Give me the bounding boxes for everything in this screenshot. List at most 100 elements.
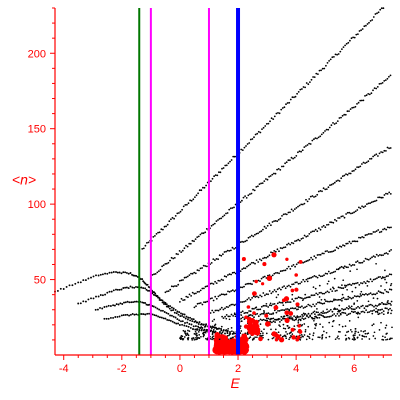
data-point-band-6 xyxy=(347,283,349,286)
data-point-band-1 xyxy=(313,138,315,141)
data-point-band-6 xyxy=(241,310,244,313)
data-point-band-8 xyxy=(341,308,343,310)
data-point-band-0 xyxy=(296,92,298,95)
data-point-band-9 xyxy=(318,313,321,316)
data-point-arc-0 xyxy=(165,305,168,308)
data-point-band-1 xyxy=(332,122,334,124)
data-point-red xyxy=(240,343,246,349)
data-point-band-3 xyxy=(274,250,277,253)
data-point-band-2 xyxy=(330,183,333,186)
data-point-red xyxy=(271,331,277,337)
data-point-band-7 xyxy=(352,296,354,299)
data-point-cloud xyxy=(221,315,223,318)
data-point-band-2 xyxy=(277,218,280,221)
data-point-band-4 xyxy=(233,290,236,293)
data-point-band-1 xyxy=(186,245,189,248)
data-point-band-4 xyxy=(345,242,348,245)
data-point-cloud xyxy=(376,297,379,300)
data-point-cloud xyxy=(195,336,197,339)
data-point-band-9 xyxy=(341,311,344,314)
data-point-band-2 xyxy=(263,225,266,228)
data-point-cloud xyxy=(249,336,252,338)
data-point-band-1 xyxy=(295,155,298,157)
data-point-band-3 xyxy=(316,230,319,233)
data-point-band-1 xyxy=(188,242,191,245)
data-point-cloud xyxy=(384,336,386,339)
data-point-arc-3 xyxy=(166,318,169,321)
data-point-band-2 xyxy=(324,188,327,191)
data-point-band-3 xyxy=(254,262,256,265)
data-point-band-5 xyxy=(257,296,260,299)
data-point-arc-1 xyxy=(115,288,117,291)
data-point-arc-2 xyxy=(186,321,189,324)
data-point-arc-0 xyxy=(87,277,90,280)
data-point-band-1 xyxy=(325,128,328,131)
data-point-band-4 xyxy=(348,240,351,243)
data-point-band-9 xyxy=(384,307,387,310)
data-point-red xyxy=(255,329,261,335)
data-point-band-5 xyxy=(216,309,218,312)
data-point-band-9 xyxy=(379,309,382,311)
data-point-band-3 xyxy=(362,206,365,209)
data-point-band-2 xyxy=(305,198,307,201)
data-point-red xyxy=(284,310,290,316)
data-point-band-5 xyxy=(332,271,335,273)
data-point-band-3 xyxy=(372,200,375,203)
data-point-cloud xyxy=(307,325,310,328)
data-point-band-6 xyxy=(256,308,258,311)
data-point-band-4 xyxy=(331,250,333,253)
data-point-band-0 xyxy=(304,86,306,89)
data-point-cloud xyxy=(351,338,354,341)
data-point-band-9 xyxy=(381,308,383,311)
data-point-band-0 xyxy=(321,67,324,70)
data-point-cloud xyxy=(357,331,360,334)
data-point-band-6 xyxy=(304,297,306,300)
data-point-band-3 xyxy=(386,193,389,195)
data-point-band-2 xyxy=(289,211,291,214)
data-point-band-2 xyxy=(182,279,184,281)
data-point-band-8 xyxy=(350,308,353,310)
data-point-cloud xyxy=(366,332,369,335)
data-point-cloud xyxy=(366,285,369,287)
data-point-arc-3 xyxy=(116,315,119,318)
data-point-cloud xyxy=(228,318,231,321)
data-point-cloud xyxy=(351,290,354,293)
data-point-arc-0 xyxy=(186,318,189,321)
data-point-cloud xyxy=(379,291,382,294)
data-point-cloud xyxy=(338,304,341,307)
data-point-band-4 xyxy=(351,240,354,243)
data-point-arc-3 xyxy=(144,313,147,316)
data-point-cloud xyxy=(328,321,331,324)
data-point-band-8 xyxy=(387,302,390,305)
data-point-arc-0 xyxy=(184,317,187,320)
data-point-band-2 xyxy=(301,203,304,206)
data-point-band-2 xyxy=(186,275,189,278)
data-point-band-8 xyxy=(368,304,371,306)
data-point-band-9 xyxy=(306,315,308,318)
data-point-cloud xyxy=(368,338,371,340)
data-point-arc-2 xyxy=(119,302,122,305)
data-point-arc-3 xyxy=(118,315,121,318)
data-point-band-1 xyxy=(191,239,194,242)
data-point-band-1 xyxy=(311,139,314,142)
data-point-band-7 xyxy=(390,288,393,291)
data-point-band-7 xyxy=(334,298,337,301)
data-point-band-0 xyxy=(218,171,220,174)
data-point-band-2 xyxy=(356,166,358,169)
data-point-arc-0 xyxy=(191,320,194,323)
data-point-band-9 xyxy=(347,313,350,316)
data-point-band-0 xyxy=(382,7,385,10)
data-point-band-1 xyxy=(162,264,165,267)
data-point-cloud xyxy=(318,316,321,319)
data-point-cloud xyxy=(182,337,185,340)
data-point-band-6 xyxy=(352,282,354,285)
data-point-band-4 xyxy=(377,229,380,231)
data-point-arc-1 xyxy=(167,304,170,307)
data-point-band-0 xyxy=(366,23,369,25)
data-point-arc-3 xyxy=(133,313,136,316)
data-point-band-4 xyxy=(195,305,197,307)
data-point-arc-1 xyxy=(178,311,181,314)
data-point-cloud xyxy=(259,323,262,325)
data-point-band-6 xyxy=(390,273,393,276)
data-point-band-5 xyxy=(246,298,249,301)
